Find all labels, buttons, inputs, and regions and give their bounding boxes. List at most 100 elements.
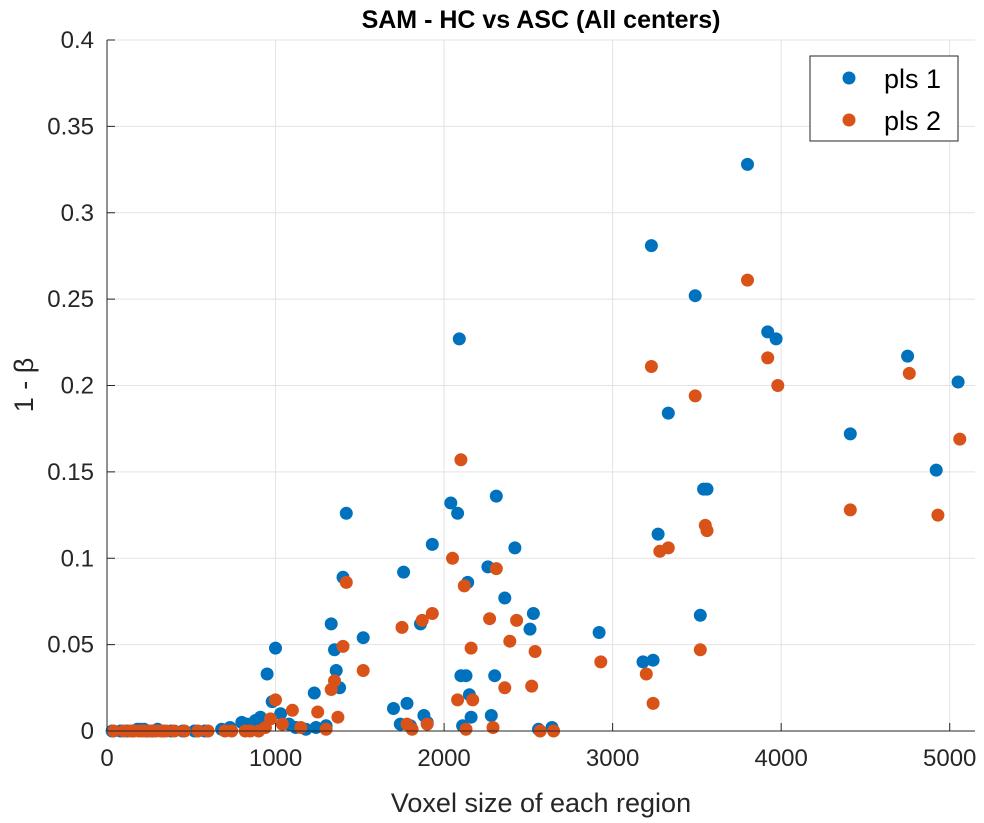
y-tick-label: 0.35 <box>47 113 94 140</box>
data-point <box>489 489 503 503</box>
data-point <box>646 653 660 667</box>
data-point <box>425 537 439 551</box>
data-point <box>264 712 277 726</box>
legend-marker-pls-1 <box>842 71 856 85</box>
data-point <box>269 641 282 655</box>
legend-label-pls-1: pls 1 <box>884 64 941 94</box>
data-point <box>693 608 707 622</box>
data-point <box>387 702 400 715</box>
data-point <box>459 669 473 683</box>
y-tick-label: 0 <box>81 718 94 745</box>
data-point <box>525 679 539 693</box>
data-point <box>324 617 338 631</box>
data-point <box>336 639 350 653</box>
data-point <box>526 607 540 620</box>
data-point <box>269 693 282 707</box>
data-point <box>483 612 497 626</box>
data-point <box>510 613 524 627</box>
data-point <box>457 579 471 593</box>
x-tick-label: 3000 <box>586 745 639 772</box>
x-axis-label: Voxel size of each region <box>391 788 691 818</box>
legend-box <box>809 55 959 142</box>
data-point <box>486 721 500 734</box>
data-point <box>329 664 343 677</box>
data-point <box>741 157 754 171</box>
data-point <box>769 332 783 346</box>
data-point <box>275 717 289 731</box>
data-point <box>693 643 707 657</box>
series-pls-2 <box>107 273 967 738</box>
data-point <box>761 351 775 365</box>
data-point <box>260 667 274 681</box>
y-axis-label: 1 - β <box>9 358 39 413</box>
data-point <box>400 696 414 710</box>
data-point <box>528 645 542 658</box>
data-point <box>498 681 512 695</box>
data-point <box>639 667 653 681</box>
y-tick-labels: 0 0.05 0.1 0.15 0.2 0.25 0.3 0.35 0.4 <box>47 27 94 745</box>
y-tick-label: 0.15 <box>47 459 94 486</box>
data-point <box>741 273 754 287</box>
legend-label-pls-2: pls 2 <box>884 106 941 136</box>
data-point <box>953 432 967 446</box>
data-point <box>397 565 411 579</box>
axes <box>106 39 975 732</box>
data-point <box>592 626 606 639</box>
chart-title: SAM - HC vs ASC (All centers) <box>362 6 721 34</box>
data-point <box>651 527 665 541</box>
y-tick-label: 0.2 <box>61 373 94 400</box>
data-point <box>489 562 503 576</box>
data-point <box>311 705 325 719</box>
data-point <box>451 506 465 520</box>
data-point <box>294 721 308 734</box>
data-point <box>843 503 857 517</box>
data-point <box>464 710 478 724</box>
data-point <box>328 674 341 688</box>
data-point <box>498 591 512 605</box>
data-point <box>339 506 353 520</box>
data-point <box>420 717 434 731</box>
data-point <box>636 655 650 669</box>
data-point <box>488 669 502 683</box>
data-point <box>503 634 517 648</box>
data-point <box>700 524 714 538</box>
legend: pls 1 pls 2 <box>809 55 959 142</box>
data-point <box>644 360 658 373</box>
data-point <box>484 709 498 722</box>
x-tick-labels: 0 1000 2000 3000 4000 5000 <box>100 745 976 772</box>
data-point <box>644 239 658 253</box>
data-point <box>285 703 299 717</box>
data-point <box>843 427 857 441</box>
data-point <box>444 496 458 510</box>
y-tick-label: 0.1 <box>61 545 94 572</box>
data-point <box>929 463 943 477</box>
legend-marker-pls-2 <box>842 113 856 127</box>
data-point <box>356 631 370 645</box>
data-point <box>688 389 702 403</box>
data-point <box>451 693 465 707</box>
x-tick-label: 4000 <box>754 745 807 772</box>
y-tick-label: 0.3 <box>61 200 94 227</box>
data-point <box>508 541 522 555</box>
data-point <box>931 508 945 522</box>
y-tick-label: 0.4 <box>61 27 94 54</box>
data-point <box>466 693 480 707</box>
data-point <box>901 349 915 363</box>
data-point <box>454 453 468 467</box>
x-tick-label: 5000 <box>923 745 976 772</box>
data-point <box>951 375 965 389</box>
data-point <box>307 686 321 700</box>
data-point <box>700 482 714 496</box>
data-point <box>319 722 333 736</box>
data-point <box>395 620 409 634</box>
data-point <box>688 289 702 303</box>
data-point <box>464 641 478 655</box>
data-point <box>425 607 439 620</box>
data-point <box>661 406 675 420</box>
data-point <box>331 710 345 724</box>
data-point <box>459 722 473 736</box>
data-point <box>356 664 370 677</box>
data-point <box>523 622 537 636</box>
y-tick-label: 0.25 <box>47 286 94 313</box>
